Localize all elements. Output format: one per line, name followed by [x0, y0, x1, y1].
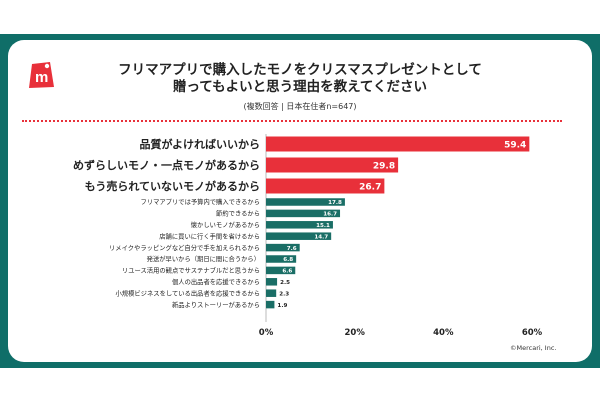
dotted-divider — [22, 120, 562, 122]
value-label: 26.7 — [359, 183, 381, 193]
value-label: 17.8 — [328, 200, 342, 206]
value-label: 29.8 — [373, 162, 395, 172]
value-label: 59.4 — [504, 141, 526, 151]
bar — [266, 198, 345, 206]
value-label: 6.8 — [283, 257, 293, 263]
bar — [266, 266, 296, 275]
category-label: もう売られていないモノがあるから — [85, 179, 260, 193]
bar — [266, 157, 399, 173]
x-tick-label: 20% — [344, 328, 365, 338]
category-label: フリマアプリでは予算内で購入できるから — [140, 197, 260, 206]
bar — [266, 221, 333, 229]
category-label: 節約できるから — [216, 209, 260, 218]
bar — [266, 178, 385, 194]
bar — [266, 243, 300, 252]
category-label: めずらしいモノ・一点モノがあるから — [73, 158, 260, 172]
category-label: 品質がよければいいから — [140, 137, 260, 151]
value-label: 1.9 — [277, 303, 287, 309]
category-label: リユース活用の観点でサステナブルだと思うから — [122, 266, 260, 275]
x-tick-label: 60% — [522, 328, 543, 338]
category-label: 新品よりストーリーがあるから — [172, 300, 260, 309]
bar — [266, 136, 530, 152]
title-line-1: フリマアプリで購入したモノをクリスマスプレゼントとして — [118, 62, 482, 78]
bar — [266, 255, 297, 263]
value-label: 14.7 — [314, 234, 328, 240]
value-label: 16.7 — [323, 212, 337, 218]
chart-title: フリマアプリで購入したモノをクリスマスプレゼントとして 贈ってもよいと思う理由を… — [0, 62, 600, 96]
chart-subtitle: (複数回答 | 日本在住者n=647) — [243, 102, 357, 111]
value-label: 2.3 — [279, 291, 289, 297]
title-line-2: 贈ってもよいと思う理由を教えてください — [172, 79, 428, 95]
category-label: 小規模ビジネスをしている出品者を応援できるから — [115, 288, 260, 297]
category-label: リメイクやラッピングなど自分で手を加えられるから — [109, 243, 260, 252]
x-tick-label: 0% — [259, 328, 274, 338]
value-label: 2.5 — [280, 280, 290, 286]
bar — [266, 300, 275, 309]
value-label: 6.6 — [282, 269, 292, 275]
bar — [266, 278, 278, 286]
value-label: 7.6 — [287, 246, 297, 252]
bar — [266, 289, 277, 297]
mercari-logo-icon: m — [29, 62, 54, 88]
category-label: 発送が早いから（期日に間に合うから） — [147, 254, 260, 263]
logo-letter: m — [35, 69, 48, 86]
value-label: 15.1 — [316, 223, 330, 229]
x-tick-label: 40% — [433, 328, 454, 338]
category-label: 個人の出品者を応援できるから — [172, 277, 260, 286]
category-label: 店舗に買いに行く手間を省けるから — [159, 231, 260, 240]
bar — [266, 232, 332, 240]
copyright-text: ©Mercari, Inc. — [510, 344, 557, 352]
category-label: 懐かしいモノがあるから — [191, 220, 260, 229]
bar — [266, 209, 341, 218]
